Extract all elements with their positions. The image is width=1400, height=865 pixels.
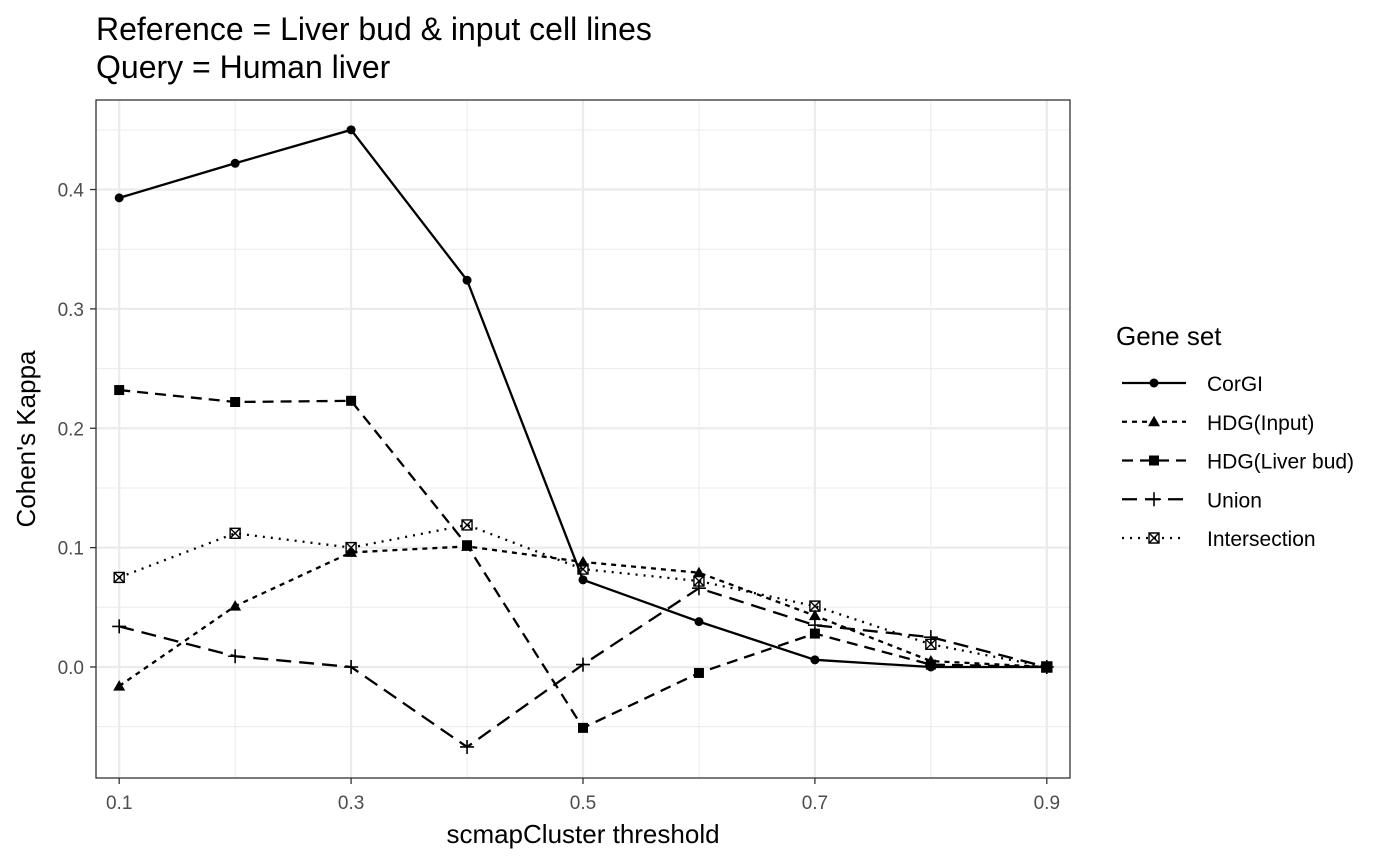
x-tick-label: 0.3	[338, 793, 364, 814]
data-point-2-6	[809, 628, 820, 639]
data-point-4-5	[693, 575, 705, 587]
data-point-2-1	[230, 396, 241, 407]
data-point-3-4	[576, 657, 590, 672]
legend: Gene set CorGI HDG(Input) HDG(Liver bud) Un…	[1116, 321, 1354, 551]
data-point-2-2	[346, 395, 357, 406]
data-point-4-2	[345, 541, 357, 554]
legend-label: HDG(Input)	[1207, 412, 1314, 435]
legend-key-marker	[1148, 415, 1160, 427]
legend-label: Intersection	[1207, 528, 1316, 551]
data-point-2-4	[578, 722, 588, 733]
data-point-0-3	[462, 275, 472, 285]
data-point-2-0	[114, 385, 125, 396]
x-tick-label: 0.1	[106, 793, 132, 814]
data-point-4-0	[113, 571, 125, 584]
data-point-4-6	[809, 600, 821, 612]
data-point-3-3	[460, 739, 475, 754]
data-point-2-7	[925, 659, 936, 670]
data-point-3-1	[228, 649, 243, 664]
legend-key-marker	[1147, 492, 1161, 507]
data-point-1-2	[345, 546, 358, 557]
data-point-3-5	[691, 581, 706, 596]
data-point-2-3	[462, 540, 473, 551]
data-point-3-6	[807, 618, 822, 633]
plot-panel	[95, 99, 1071, 779]
x-tick-label: 0.5	[570, 793, 596, 814]
data-point-0-5	[694, 617, 704, 627]
data-point-1-6	[808, 609, 821, 621]
legend-label: HDG(Liver bud)	[1207, 451, 1354, 474]
data-point-1-5	[692, 566, 705, 578]
y-tick-label: 0.2	[58, 419, 84, 440]
data-point-4-3	[461, 519, 473, 531]
y-tick-label: 0.4	[58, 181, 85, 202]
legend-key-marker	[1149, 455, 1159, 466]
data-point-4-4	[577, 563, 589, 575]
x-tick-label: 0.7	[802, 793, 828, 814]
x-tick-label: 0.9	[1034, 793, 1060, 814]
data-point-4-7	[925, 638, 937, 651]
data-point-0-2	[346, 125, 356, 135]
data-point-3-0	[112, 619, 127, 634]
y-tick-label: 0.0	[58, 658, 84, 679]
data-point-0-1	[230, 158, 240, 168]
data-point-0-6	[810, 655, 820, 665]
legend-key-marker	[1148, 532, 1160, 544]
axis-ticks: 0.1 0.3 0.5 0.7 0.9 0.0 0.1 0.2 0.3 0.4	[58, 181, 1060, 814]
data-point-0-0	[114, 193, 124, 203]
y-tick-label: 0.1	[58, 539, 84, 560]
data-point-4-1	[229, 527, 241, 539]
data-point-4-8	[1041, 661, 1053, 673]
data-point-3-2	[344, 659, 359, 674]
chart-title-line-2: Query = Human liver	[96, 49, 391, 85]
legend-label: CorGI	[1207, 373, 1263, 396]
y-tick-label: 0.3	[58, 300, 84, 321]
legend-title: Gene set	[1116, 321, 1222, 351]
x-axis-title: scmapCluster threshold	[446, 819, 719, 849]
legend-key-marker	[1149, 378, 1159, 388]
data-point-2-5	[693, 667, 704, 678]
data-point-1-0	[113, 680, 126, 691]
y-axis-title: Cohen's Kappa	[11, 350, 41, 528]
data-point-3-7	[923, 630, 938, 645]
data-point-1-1	[229, 600, 242, 611]
data-point-0-4	[578, 575, 588, 585]
chart-title-line-1: Reference = Liver bud & input cell lines	[96, 11, 652, 47]
legend-label: Union	[1207, 489, 1262, 512]
